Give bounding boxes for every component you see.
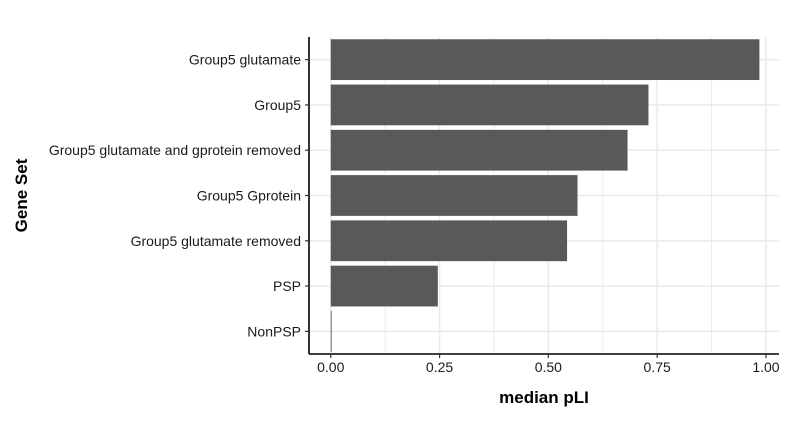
bar-5 (330, 220, 568, 262)
y-tick-label: PSP (273, 278, 301, 294)
y-tick-labels: Group5 glutamate Group5 Group5 glutamate a… (49, 52, 301, 340)
bars (330, 39, 760, 352)
bar-6 (330, 265, 438, 307)
x-axis-title: median pLI (499, 388, 589, 407)
bar-7 (330, 310, 332, 352)
x-tick-label: 0.00 (317, 359, 344, 375)
x-tick-label: 0.50 (535, 359, 562, 375)
x-tick-label: 1.00 (752, 359, 779, 375)
y-tick-label: NonPSP (247, 323, 301, 339)
y-tick-label: Group5 (254, 97, 301, 113)
x-tick-label: 0.75 (644, 359, 671, 375)
bar-1 (330, 39, 760, 81)
bar-3 (330, 129, 628, 171)
y-tick-label: Group5 glutamate (189, 52, 301, 68)
axes (305, 37, 779, 358)
x-tick-label: 0.25 (426, 359, 453, 375)
x-tick-labels: 0.00 0.25 0.50 0.75 1.00 (317, 359, 780, 375)
bar-2 (330, 84, 649, 126)
y-tick-label: Group5 glutamate removed (131, 233, 301, 249)
y-axis-title: Gene Set (12, 158, 31, 232)
bar-4 (330, 175, 578, 216)
y-tick-label: Group5 glutamate and gprotein removed (49, 142, 301, 158)
y-tick-label: Group5 Gprotein (197, 188, 301, 204)
